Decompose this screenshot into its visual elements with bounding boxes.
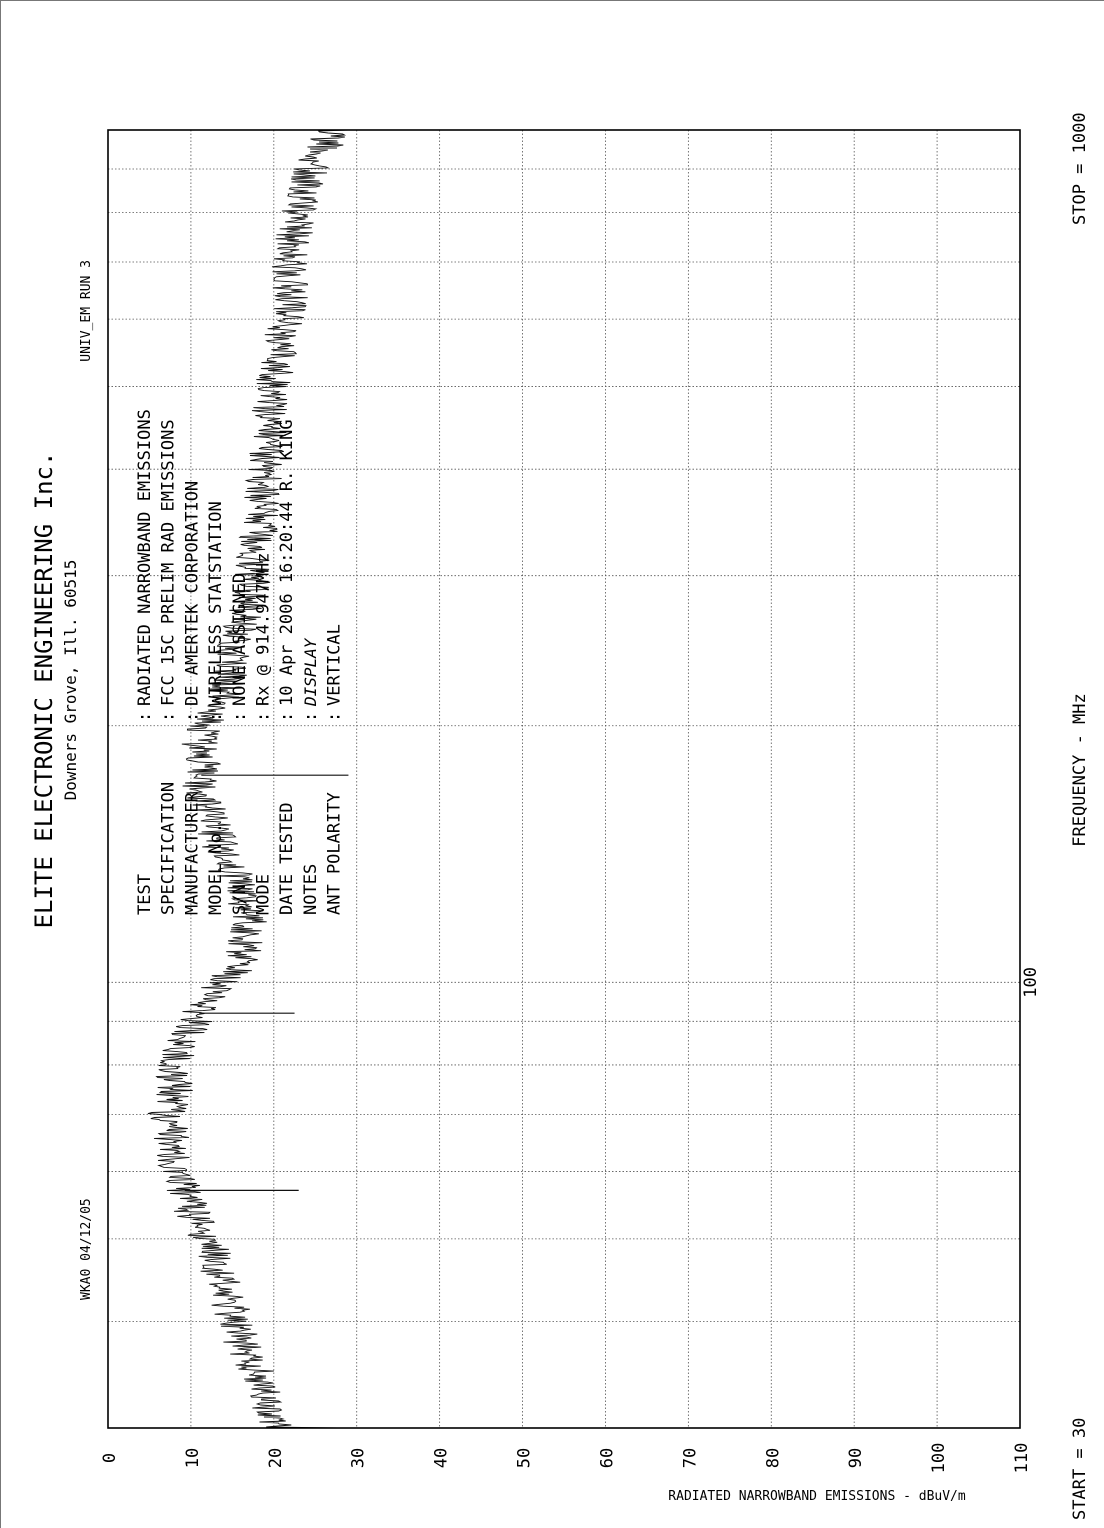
info-value: WIRELESS STATSTATION [206, 501, 226, 706]
info-label: ANT POLARITY [325, 792, 345, 915]
info-label: NOTES [301, 864, 321, 915]
info-label: MANUFACTURER [182, 791, 202, 915]
stop-frequency: STOP = 1000 [1070, 112, 1090, 225]
y-tick-label: 60 [597, 1448, 617, 1468]
info-value: NONE ASSIGNED [230, 573, 250, 706]
info-separator: : [206, 712, 226, 722]
y-axis-tick-labels: 0 10 20 30 40 50 60 70 80 90 100 110 [100, 1443, 1032, 1474]
x-tick-label: 100 [1021, 967, 1041, 998]
chart-subtitle: Downers Grove, Ill. 60515 [61, 560, 80, 801]
info-label: MODEL No. [206, 823, 226, 915]
start-frequency: START = 30 [1070, 1418, 1090, 1520]
y-tick-label: 80 [763, 1448, 783, 1468]
emission-peaks [184, 774, 349, 1192]
info-value: DE AMERTEK CORPORATION [182, 481, 202, 706]
y-tick-label: 10 [183, 1448, 203, 1468]
info-value: Rx @ 914.947MHz [254, 552, 274, 706]
y-tick-label: 40 [432, 1448, 452, 1468]
info-value: 10 Apr 2006 16:20:44 R. KING [277, 419, 297, 706]
info-label: DATE TESTED [277, 802, 297, 915]
chart-id-left: WKA0 04/12/05 [79, 1198, 94, 1300]
x-axis-tick-labels: 100 [1021, 967, 1041, 998]
y-axis-label: RADIATED NARROWBAND EMISSIONS - dBuV/m [668, 1489, 966, 1504]
grid-lines [108, 130, 1020, 1428]
info-separator: : [230, 712, 250, 722]
info-value: FCC 15C PRELIM RAD EMISSIONS [159, 419, 179, 706]
info-value: DISPLAY [301, 637, 320, 707]
info-value: VERTICAL [325, 624, 345, 706]
y-tick-label: 100 [929, 1443, 949, 1474]
y-tick-label: 20 [266, 1448, 286, 1468]
info-label: SPECIFICATION [159, 782, 179, 915]
y-tick-label: 70 [680, 1448, 700, 1468]
info-separator: : [301, 712, 321, 722]
info-separator: : [325, 712, 345, 722]
plot-border [107, 129, 1021, 1429]
chart-title: ELITE ELECTRONIC ENGINEERING Inc. [30, 452, 58, 929]
info-label: S/N [230, 884, 250, 915]
info-label: TEST [135, 874, 155, 915]
y-tick-label: 50 [515, 1448, 535, 1468]
emissions-trace [147, 129, 349, 1429]
chart-id-right: UNIV_EM RUN 3 [79, 260, 94, 362]
y-tick-label: 110 [1012, 1443, 1032, 1474]
x-axis-label: FREQUENCY - MHz [1070, 693, 1090, 847]
y-tick-label: 0 [100, 1453, 120, 1463]
emissions-trace-line [147, 129, 349, 1429]
info-separator: : [135, 712, 155, 722]
info-separator: : [159, 712, 179, 722]
info-label: MODE [254, 874, 274, 915]
info-separator: : [254, 712, 274, 722]
y-tick-label: 30 [349, 1448, 369, 1468]
info-value: RADIATED NARROWBAND EMISSIONS [135, 409, 155, 706]
info-separator: : [182, 712, 202, 722]
test-info-block: TEST: RADIATED NARROWBAND EMISSIONS SPECIF… [135, 409, 345, 915]
info-separator: : [277, 712, 297, 722]
y-tick-label: 90 [846, 1448, 866, 1468]
